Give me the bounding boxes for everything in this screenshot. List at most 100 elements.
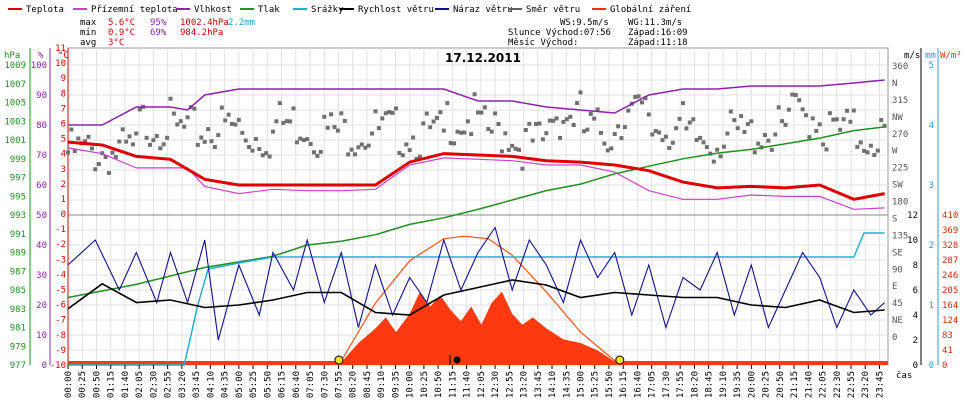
- x-tick-label: 15:00: [577, 371, 587, 398]
- series-direction-point: [291, 106, 296, 111]
- tick-hpa: 977: [10, 361, 26, 371]
- tick-c: 2: [61, 180, 66, 190]
- series-direction-point: [151, 138, 156, 143]
- series-direction-point: [342, 118, 347, 123]
- tick-c: -7: [55, 316, 66, 326]
- axis-label-mm: mm: [925, 51, 936, 61]
- series-direction-point: [571, 123, 576, 127]
- series-direction-point: [329, 112, 334, 117]
- tick-wm: 164: [942, 301, 958, 311]
- series-direction-point: [353, 152, 357, 157]
- legend-label: Teplota: [26, 5, 64, 15]
- tick-wm: 410: [942, 211, 958, 221]
- series-direction-point: [722, 144, 726, 149]
- x-tick-label: 00:25: [78, 371, 88, 398]
- tick-hpa: 1009: [4, 61, 26, 71]
- x-tick-label: 05:50: [263, 371, 273, 398]
- series-direction-point: [424, 111, 429, 116]
- tick-hpa: 985: [10, 286, 26, 296]
- x-tick-label: 03:45: [192, 371, 202, 398]
- series-direction-point: [373, 109, 378, 114]
- series-direction-point: [868, 143, 873, 148]
- series-direction-point: [575, 101, 580, 105]
- tick-wm: 83: [942, 331, 953, 341]
- tick-hpa: 987: [10, 267, 26, 277]
- series-direction-point: [130, 142, 135, 147]
- series-wind-speed: [67, 279, 885, 316]
- x-tick-label: 08:45: [363, 371, 373, 398]
- series-direction-point: [120, 127, 125, 132]
- tick-dir: 270: [892, 130, 908, 140]
- series-direction-point: [83, 139, 88, 144]
- x-tick-label: 19:10: [719, 371, 729, 398]
- x-tick-label: 10:50: [434, 371, 444, 398]
- series-direction-point: [417, 154, 422, 159]
- series-direction-point: [230, 121, 234, 126]
- series-direction-point: [660, 138, 665, 143]
- tick-pct: 50: [36, 211, 47, 221]
- series-direction-point: [455, 129, 460, 134]
- series-direction-point: [653, 129, 658, 133]
- x-tick-label: 20:00: [747, 371, 757, 398]
- tick-pct: 40: [36, 241, 47, 251]
- x-tick-label: 20:25: [762, 371, 772, 398]
- tick-ms: 6: [913, 286, 918, 296]
- legend-label: Směr větru: [526, 5, 580, 15]
- series-direction-point: [715, 147, 720, 152]
- x-tick-label: 00:50: [93, 371, 103, 398]
- stat-sunset: Západ:16:09: [628, 28, 688, 38]
- series-direction-point: [72, 149, 77, 154]
- axis-label-wm: W/m²: [940, 51, 962, 61]
- series-direction-point: [428, 125, 433, 130]
- tick-c: 0: [61, 210, 66, 220]
- series-direction-point: [817, 122, 822, 127]
- tick-c: -2: [55, 240, 66, 250]
- series-direction-point: [103, 155, 108, 159]
- series-direction-point: [339, 111, 344, 116]
- series-direction-point: [704, 145, 709, 149]
- series-theoretical-radiation: [338, 235, 621, 366]
- x-tick-label: 12:30: [491, 371, 501, 398]
- series-direction-point: [681, 101, 685, 106]
- tick-hpa: 1007: [4, 80, 26, 90]
- series-direction-point: [465, 119, 470, 124]
- stat-ws: WS:9.5m/s: [560, 18, 609, 28]
- series-direction-point: [718, 154, 723, 159]
- series-direction-point: [356, 145, 361, 150]
- series-direction-point: [185, 115, 190, 120]
- x-tick-label: 15:50: [605, 371, 615, 398]
- series-direction-point: [171, 111, 176, 116]
- legend-label: Vlhkost: [194, 5, 232, 15]
- stat-pressure: 984.2hPa: [180, 28, 223, 38]
- series-direction-point: [527, 121, 532, 126]
- series-direction-point: [756, 141, 761, 146]
- tick-dir: 180: [892, 198, 908, 208]
- series-direction-point: [530, 138, 535, 143]
- x-tick-label: 10:00: [406, 371, 416, 398]
- series-direction-point: [786, 107, 791, 112]
- series-direction-point: [879, 118, 884, 123]
- series-direction-point: [294, 140, 299, 145]
- series-direction-point: [332, 125, 337, 130]
- tick-dir: NW: [892, 113, 903, 123]
- series-direction-point: [359, 142, 364, 147]
- series-direction-point: [827, 111, 832, 116]
- series-direction-point: [192, 106, 197, 111]
- series-direction-point: [411, 135, 416, 140]
- x-tick-label: 04:10: [206, 371, 216, 398]
- series-direction-point: [346, 152, 351, 157]
- stat-sunrise: Slunce Východ:07:56: [508, 28, 611, 38]
- x-tick-label: 03:20: [178, 371, 188, 398]
- series-direction-point: [845, 108, 849, 113]
- series-direction-point: [865, 150, 870, 155]
- x-tick-label: 13:45: [534, 371, 544, 398]
- tick-hpa: 981: [10, 324, 26, 334]
- x-tick-label: 02:05: [135, 371, 145, 398]
- series-direction-point: [674, 126, 679, 131]
- series-direction-point: [113, 155, 118, 160]
- series-direction-point: [407, 148, 412, 153]
- series-direction-point: [599, 130, 603, 135]
- tick-hpa: 989: [10, 249, 26, 259]
- tick-mm: 1: [929, 301, 934, 311]
- tick-dir: NE: [892, 316, 903, 326]
